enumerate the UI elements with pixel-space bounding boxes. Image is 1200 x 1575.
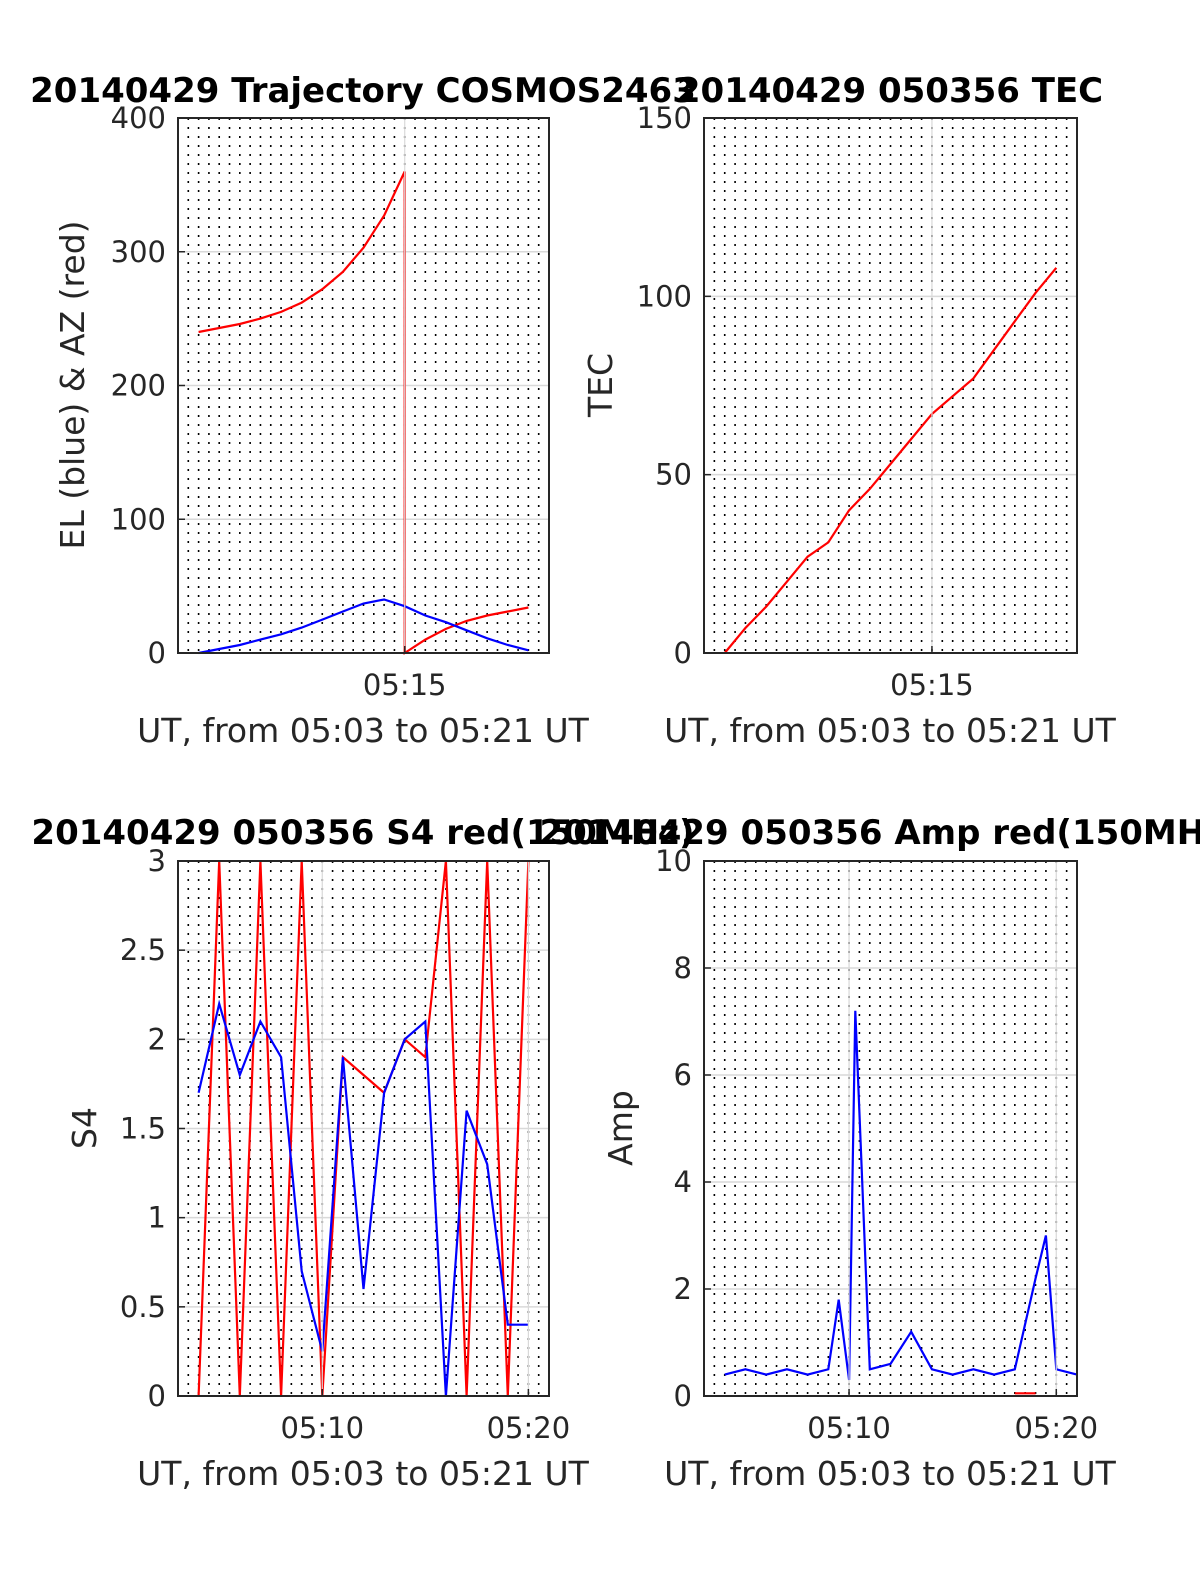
axes-frame (177, 860, 550, 1397)
plot-area-trajectory: 0 100 200 300 400 05:15 (111, 101, 550, 702)
y-tick-label: 10 (655, 844, 692, 878)
y-tick-label: 0 (148, 1379, 166, 1413)
panel-amp: 20140429 050356 Amp red(150MHz) 02468100… (539, 813, 1200, 1493)
y-tick-label: 0 (148, 636, 166, 670)
y-tick-label: 0 (674, 1379, 692, 1413)
y-tick-label: 50 (655, 458, 692, 492)
x-axis-label-amp: UT, from 05:03 to 05:21 UT (664, 1454, 1117, 1493)
series-line-red (198, 171, 529, 656)
y-tick-label: 0 (674, 636, 692, 670)
axes-frame (703, 860, 1078, 1397)
y-axis-label-amp: Amp (601, 1090, 640, 1166)
y-tick-label: 300 (111, 235, 166, 269)
y-tick-label: 0.5 (120, 1290, 166, 1324)
chart-title-s4: 20140429 050356 S4 red(150MHz) (31, 813, 694, 853)
x-tick-label: 05:20 (487, 1411, 571, 1445)
y-tick-label: 6 (674, 1058, 692, 1092)
x-tick-label: 05:20 (1014, 1411, 1098, 1445)
panel-s4: 20140429 050356 S4 red(150MHz) 0 0.5 1 1.5 2… (31, 813, 694, 1493)
y-tick-label: 3 (148, 844, 166, 878)
y-tick-label: 100 (637, 279, 692, 313)
y-tick-label: 4 (674, 1165, 692, 1199)
series-line-blue (724, 1010, 1078, 1381)
series-line-blue (197, 999, 529, 1397)
axes-frame (177, 117, 550, 654)
y-tick-label: 100 (111, 502, 166, 536)
y-tick-label: 8 (674, 951, 692, 985)
axes-frame (703, 117, 1078, 654)
chart-title-tec: 20140429 050356 TEC (677, 71, 1103, 111)
y-axis-label-trajectory: EL (blue) & AZ (red) (53, 220, 92, 549)
x-tick-label: 05:15 (363, 668, 447, 702)
y-tick-label: 150 (637, 101, 692, 135)
chart-title-amp: 20140429 050356 Amp red(150MHz) (539, 813, 1200, 853)
y-tick-label: 400 (111, 101, 166, 135)
y-tick-label: 1.5 (120, 1112, 166, 1146)
plot-area-amp: 0 2 4 6 8 10 05:10 05:20 (655, 844, 1098, 1445)
panel-trajectory: 20140429 Trajectory COSMOS2463 0 100 200 30… (30, 71, 696, 750)
x-tick-label: 05:15 (890, 668, 974, 702)
y-tick-label: 200 (111, 369, 166, 403)
y-axis-label-tec: TEC (581, 353, 620, 418)
x-tick-label: 05:10 (280, 1411, 364, 1445)
y-tick-label: 2 (148, 1022, 166, 1056)
x-axis-label-trajectory: UT, from 05:03 to 05:21 UT (137, 711, 590, 750)
x-axis-label-tec: UT, from 05:03 to 05:21 UT (664, 711, 1117, 750)
chart-title-trajectory: 20140429 Trajectory COSMOS2463 (30, 71, 696, 111)
panel-tec: 20140429 050356 TEC 0 50 100 150 05:15 UT, f… (581, 71, 1117, 750)
x-tick-label: 05:10 (807, 1411, 891, 1445)
y-tick-label: 2.5 (120, 933, 166, 967)
plot-area-tec: 0 50 100 150 05:15 (637, 101, 1078, 702)
x-axis-label-s4: UT, from 05:03 to 05:21 UT (137, 1454, 590, 1493)
y-axis-label-s4: S4 (65, 1107, 104, 1149)
plot-area-s4: 0 0.5 1 1.5 2 2.5 3 05:10 05:20 (120, 844, 570, 1445)
y-tick-label: 1 (148, 1201, 166, 1235)
series-line-red (723, 267, 1058, 654)
y-tick-label: 2 (674, 1272, 692, 1306)
series-line-blue (198, 598, 529, 655)
